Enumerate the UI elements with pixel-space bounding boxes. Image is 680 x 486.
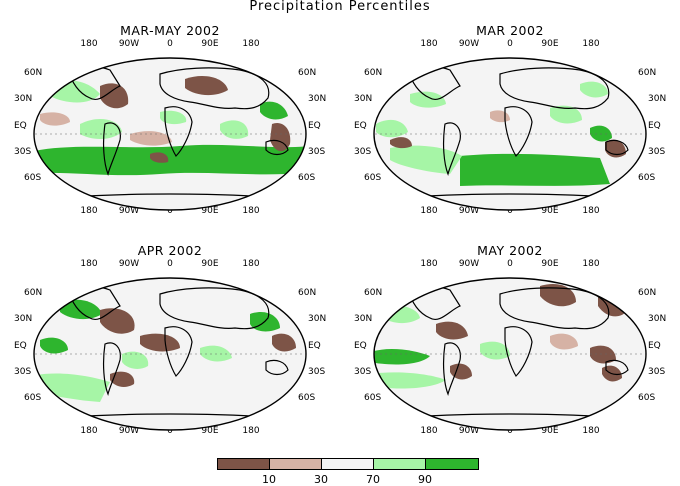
legend: 10 30 70 90 (217, 458, 479, 484)
panel-may: MAY 2002 180 90W 0 90E 180 60N 30N EQ 30… (350, 244, 670, 440)
legend-swatch (269, 458, 322, 470)
legend-swatch (373, 458, 426, 470)
map (350, 244, 670, 440)
figure-title: Precipitation Percentiles (0, 0, 680, 14)
map (10, 244, 330, 440)
legend-tick-label: 30 (314, 473, 328, 486)
panel-mar-may: MAR-MAY 2002 180 90W 0 90E 180 60N 30N E… (10, 24, 330, 220)
legend-swatch (217, 458, 270, 470)
precip-region (30, 145, 310, 175)
map (350, 24, 670, 220)
precip-region (460, 154, 610, 186)
map (10, 24, 330, 220)
legend-tick-label: 10 (262, 473, 276, 486)
legend-tick-label: 70 (366, 473, 380, 486)
legend-swatch (425, 458, 479, 470)
legend-tick-label: 90 (418, 473, 432, 486)
panel-apr: APR 2002 180 90W 0 90E 180 60N 30N EQ 30… (10, 244, 330, 440)
panel-mar: MAR 2002 180 90W 0 90E 180 60N 30N EQ 30… (350, 24, 670, 220)
legend-swatch (321, 458, 374, 470)
